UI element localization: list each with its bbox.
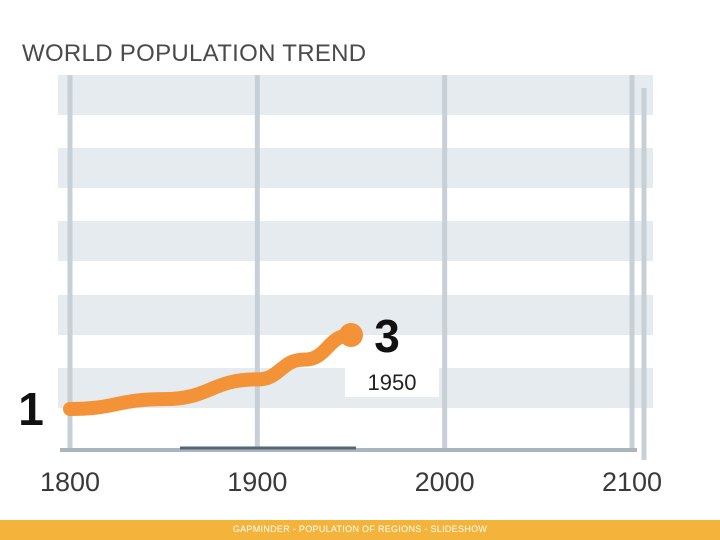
grid-band-0 <box>58 75 653 115</box>
end-year-label-box <box>345 363 439 397</box>
start-value-label: 1 <box>18 383 44 435</box>
x-tick-label-2000: 2000 <box>415 467 475 497</box>
chart-title: WORLD POPULATION TREND <box>22 40 367 67</box>
x-tick-label-2100: 2100 <box>602 467 662 497</box>
grid-band-1 <box>58 148 653 188</box>
end-year-label: 1950 <box>368 370 417 395</box>
footer-caption: GAPMINDER - POPULATION OF REGIONS - SLID… <box>232 524 488 534</box>
grid-band-2 <box>58 221 653 261</box>
footer-bar <box>0 520 720 540</box>
x-tick-label-1800: 1800 <box>40 467 100 497</box>
x-tick-label-1900: 1900 <box>227 467 287 497</box>
population-end-marker <box>339 323 363 347</box>
population-line <box>63 328 358 416</box>
end-value-label: 3 <box>374 310 400 362</box>
